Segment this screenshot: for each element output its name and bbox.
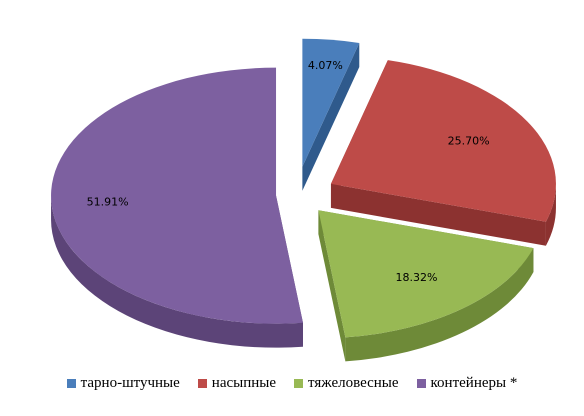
legend-swatch-nasypnye xyxy=(197,379,207,388)
chart-legend: тарно-штучные насыпные тяжеловесные конт… xyxy=(0,375,584,392)
legend-swatch-tyazhelovesnye xyxy=(294,379,304,388)
legend-label-nasypnye: насыпные xyxy=(211,375,277,391)
pie-slice-side-tarno xyxy=(302,42,360,191)
pie-slice-nasypnye xyxy=(330,60,556,222)
data-label-tarno: 4.07% xyxy=(308,59,343,72)
legend-label-tyazhelovesnye: тяжеловесные xyxy=(308,375,399,391)
pie-slice-tarno xyxy=(302,38,360,167)
legend-label-tarno: тарно-штучные xyxy=(80,375,180,391)
legend-item-tyazhelovesnye: тяжеловесные xyxy=(294,375,399,392)
legend-item-nasypnye: насыпные xyxy=(197,375,277,392)
legend-item-tarno: тарно-штучные xyxy=(66,375,180,392)
data-label-konteinery: 51.91% xyxy=(87,195,129,208)
data-label-tyazhelovesnye: 18.32% xyxy=(395,271,437,284)
data-label-nasypnye: 25.70% xyxy=(448,134,490,147)
legend-label-konteinery: контейнеры * xyxy=(430,375,518,391)
pie-slice-tyazhelovesnye xyxy=(318,210,534,338)
legend-swatch-konteinery xyxy=(416,379,426,388)
pie-plot-area: 4.07% 25.70% 18.32% 51.91% xyxy=(51,38,556,362)
legend-item-konteinery: контейнеры * xyxy=(416,375,518,392)
legend-swatch-tarno xyxy=(66,379,76,388)
pie-slice-konteinery xyxy=(51,67,303,324)
